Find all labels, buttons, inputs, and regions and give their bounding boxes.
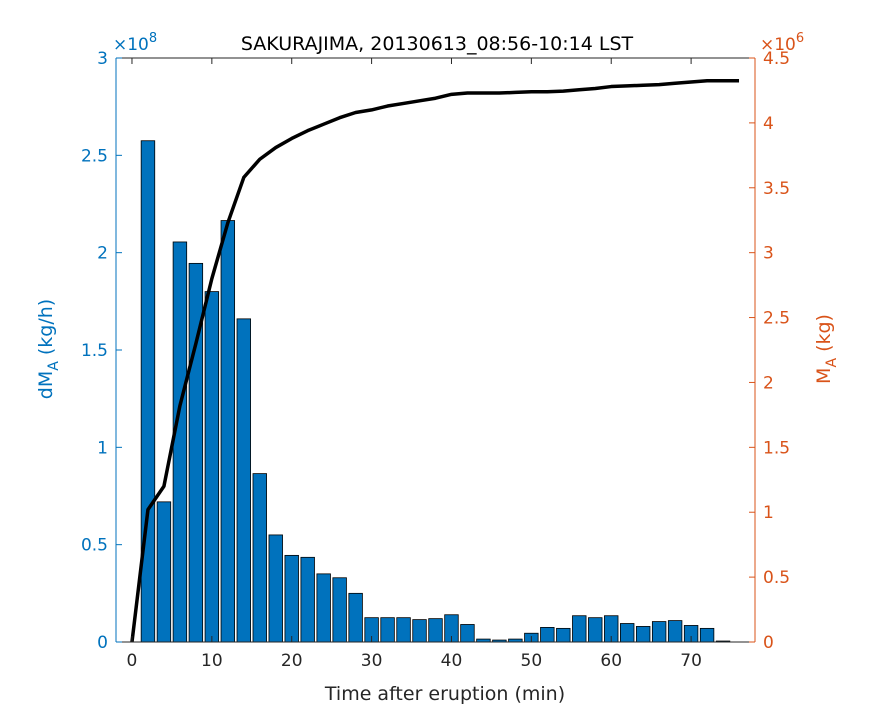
bar <box>651 621 667 643</box>
bar <box>588 617 603 643</box>
right-tick-label: 1 <box>763 503 774 523</box>
right-tick-label: 0 <box>763 633 774 653</box>
left-axis-exponent: ×108 <box>113 31 157 55</box>
right-axis-exponent-power: 6 <box>796 31 804 46</box>
right-tick-label: 0.5 <box>763 568 790 588</box>
bar <box>620 623 635 643</box>
left-tick-label: 2.5 <box>81 146 108 166</box>
bar <box>428 618 443 643</box>
left-tick-label: 0 <box>97 633 108 653</box>
bar <box>252 473 267 643</box>
bar <box>204 291 220 643</box>
left-axis-exponent-power: 8 <box>149 31 157 46</box>
right-axis-label: MA (kg) <box>813 314 840 384</box>
left-tick-label: 2 <box>97 244 108 264</box>
left-axis-label: dMA (kg/h) <box>35 299 62 399</box>
right-axis-exponent-base: ×10 <box>760 35 796 55</box>
bar <box>220 220 236 643</box>
right-axis-label-main: M <box>813 368 835 384</box>
bar <box>348 592 363 643</box>
bar <box>316 573 331 643</box>
left-tick-label: 1.5 <box>81 341 108 361</box>
bar <box>572 615 587 643</box>
bar <box>284 554 299 643</box>
cumulative-mass-line <box>130 78 740 643</box>
bar <box>268 534 283 643</box>
left-tick-label: 3 <box>97 49 108 69</box>
left-axis-label-sub: A <box>46 361 62 371</box>
bar <box>156 501 172 643</box>
x-tick-label: 60 <box>600 651 622 671</box>
right-tick-label: 2.5 <box>763 309 790 329</box>
x-tick-label: 40 <box>441 651 463 671</box>
x-tick-label: 0 <box>127 651 138 671</box>
x-axis-label: Time after eruption (min) <box>324 683 565 705</box>
right-tick-label: 2 <box>763 373 774 393</box>
left-tick-label: 1 <box>97 438 108 458</box>
right-tick-label: 4.5 <box>763 49 790 69</box>
left-axis-exponent-base: ×10 <box>113 35 149 55</box>
bar <box>540 627 555 643</box>
x-tick-label: 30 <box>361 651 383 671</box>
x-tick-label: 50 <box>521 651 543 671</box>
bar <box>140 140 156 643</box>
axes: 0 10 20 30 40 50 60 7000.511.522.5300.511.522.5… <box>81 49 790 671</box>
bar <box>667 620 683 643</box>
bar <box>635 626 651 643</box>
bar <box>556 627 571 643</box>
left-axis-label-rest: (kg/h) <box>35 299 57 361</box>
right-tick-label: 4 <box>763 114 774 134</box>
left-axis-label-main: dM <box>35 371 57 399</box>
x-tick-label: 70 <box>680 651 702 671</box>
right-tick-label: 3 <box>763 244 774 264</box>
bar <box>236 318 251 643</box>
bar <box>300 556 315 643</box>
bar <box>380 617 395 643</box>
line-series <box>130 78 740 643</box>
chart-title: SAKURAJIMA, 20130613_08:56-10:14 LST <box>241 33 634 55</box>
x-tick-label: 10 <box>201 651 223 671</box>
bar <box>699 627 715 643</box>
right-tick-label: 1.5 <box>763 438 790 458</box>
x-tick-label: 20 <box>281 651 303 671</box>
right-axis-exponent: ×106 <box>760 31 804 55</box>
bar <box>396 617 411 643</box>
left-tick-label: 0.5 <box>81 536 108 556</box>
bar <box>172 241 188 643</box>
right-tick-label: 3.5 <box>763 179 790 199</box>
bar <box>332 577 347 643</box>
bar <box>412 619 427 643</box>
right-axis-label-rest: (kg) <box>813 314 835 358</box>
right-axis-label-sub: A <box>824 358 840 368</box>
bar <box>460 624 475 643</box>
